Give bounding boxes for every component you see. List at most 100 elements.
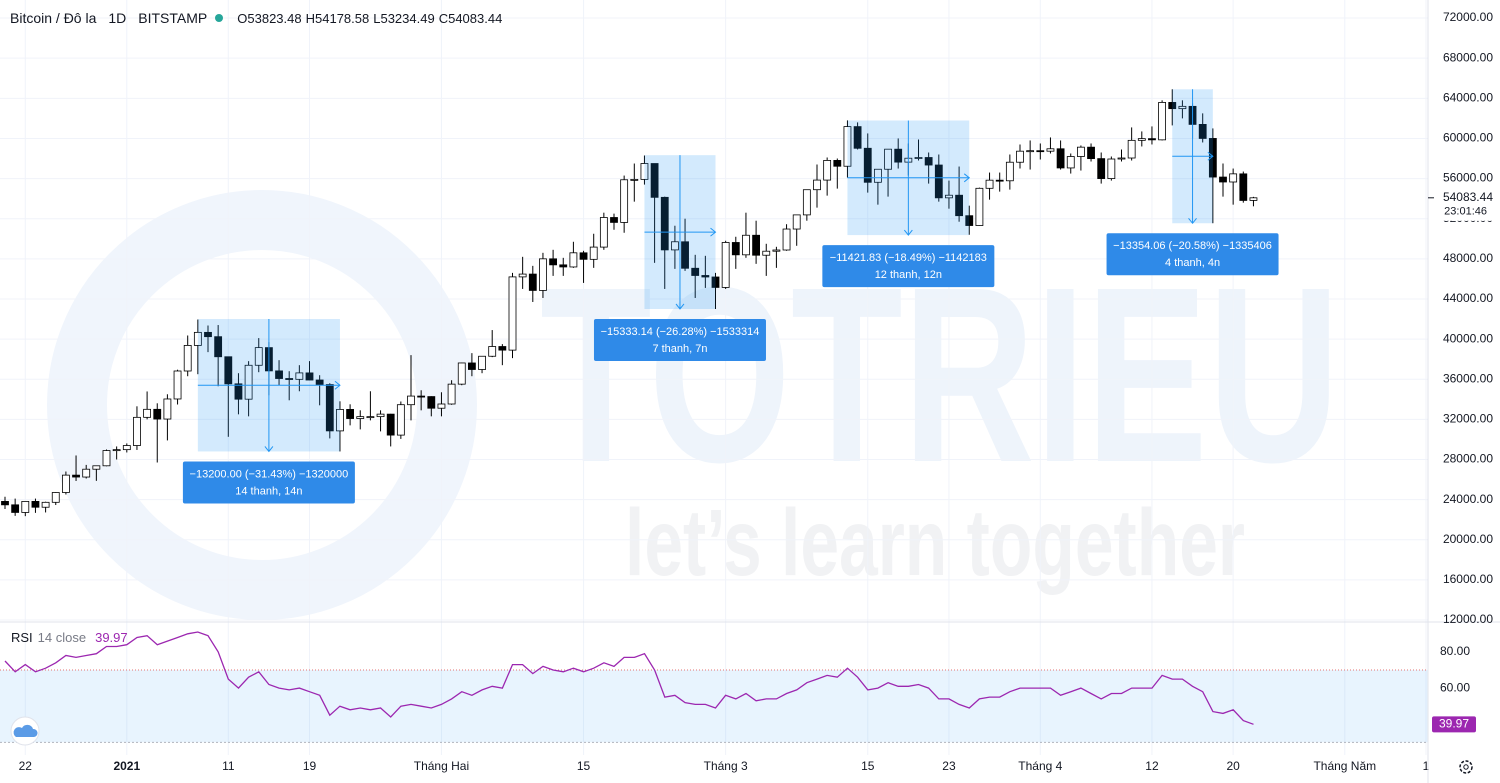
measure-bars: 7 thanh, 7n [652,343,707,355]
interval: 1D [108,10,127,26]
candle-body [1036,150,1045,153]
measure-arrowhead [710,227,717,237]
candle-body [386,413,395,436]
measure-arrowhead [1188,217,1197,225]
candle-body [1127,139,1136,159]
candle-body [1148,138,1156,141]
measure-arrowhead [334,380,341,390]
candle-body [914,157,923,159]
x-tick-label: 23 [942,759,956,773]
candle-body [1208,138,1217,178]
candle-body [427,396,436,409]
candle-body [62,474,70,493]
y-tick-label: 12000.00 [1443,612,1493,626]
candle-body [366,416,375,419]
candle-body [924,157,933,166]
candle-body [224,356,233,385]
candle-body [569,252,578,268]
candle-body [153,408,162,420]
x-tick-label: 1 [1423,759,1430,773]
measure-arrowhead [963,173,971,183]
candle-body [1066,156,1075,169]
x-tick-label: Tháng 4 [1018,759,1062,773]
watermark-slogan: let’s learn together [625,490,1245,596]
candle-body [965,215,974,226]
y-tick-label: 60000.00 [1443,131,1493,145]
y-tick-label: 68000.00 [1443,50,1493,64]
candle-body [559,264,568,268]
candle-body [498,346,507,351]
rsi-value: 39.97 [95,630,128,645]
settings-button[interactable] [1459,760,1473,774]
candle-body [72,474,80,478]
candle-body [478,355,486,370]
candle-body [1087,146,1095,160]
candle-body [325,384,334,432]
price-tag: 54083.44 [1443,190,1493,204]
candle-body [874,168,882,183]
candle-body [1219,176,1227,183]
measure-bars: 4 thanh, 4n [1165,257,1220,269]
measure-label: −11421.83 (−18.49%) −1142183 [830,252,987,264]
candle-body [41,501,50,508]
ohlc-value: 54178.58 [315,10,370,26]
x-tick-label: 19 [303,759,317,773]
candle-body [122,445,131,451]
candle-body [539,258,547,291]
symbol: Bitcoin / Đô la [10,10,97,26]
candle-body [782,228,791,251]
price-tag-box [1429,188,1500,221]
measure-label: −15333.14 (−26.28%) −1533314 [601,326,760,338]
candle-body [650,163,659,198]
candle-body [630,178,639,181]
x-tick-label: Tháng Năm [1313,759,1376,773]
measure-label: −13200.00 (−31.43%) −1320000 [190,468,349,480]
candle-body [985,179,994,189]
candle-body [133,416,141,446]
candle-body [376,413,385,418]
candle-body [417,395,426,398]
y-tick-label: 36000.00 [1443,371,1493,385]
candle-body [1107,158,1116,179]
candle-body [396,404,405,436]
candle-body [254,347,263,366]
candle-body [407,395,415,406]
candle-body [447,383,456,405]
candle-body [843,126,852,167]
candle-body [467,362,476,370]
candle-body [457,362,466,385]
ohlc-key: O [237,10,248,26]
candle-body [51,492,60,503]
candle-body [802,189,811,216]
measure-label-box [593,318,766,361]
candle-body [1026,150,1035,153]
candle-body [752,234,760,256]
x-tick-label: 11 [222,759,235,773]
x-tick-label: 22 [19,759,33,773]
market-status [215,14,224,22]
candle-body [244,364,253,400]
candle-body [671,241,679,251]
x-tick-label: Tháng 3 [704,759,748,773]
candle-body [11,504,20,513]
candle-body [691,267,700,276]
x-tick-label: 12 [1145,759,1159,773]
candle-body [995,179,1004,182]
ohlc-key: C [438,10,449,26]
candle-body [813,179,821,191]
rsi-tick-label: 60.00 [1440,680,1470,694]
candle-body [731,242,740,256]
measure-bars: 14 thanh, 14n [235,485,302,497]
candle-body [934,164,943,199]
candle-body [488,346,497,357]
candle-body [315,379,324,385]
candle-body [863,147,872,183]
ohlc-key: H [305,10,315,26]
candle-body [589,246,598,260]
rsi-line [4,631,1254,725]
candle-body [1239,173,1248,201]
candle-body [833,160,842,167]
measure-arrowhead [1207,151,1214,161]
measure-label: −13354.06 (−20.58%) −1335406 [1113,240,1272,252]
